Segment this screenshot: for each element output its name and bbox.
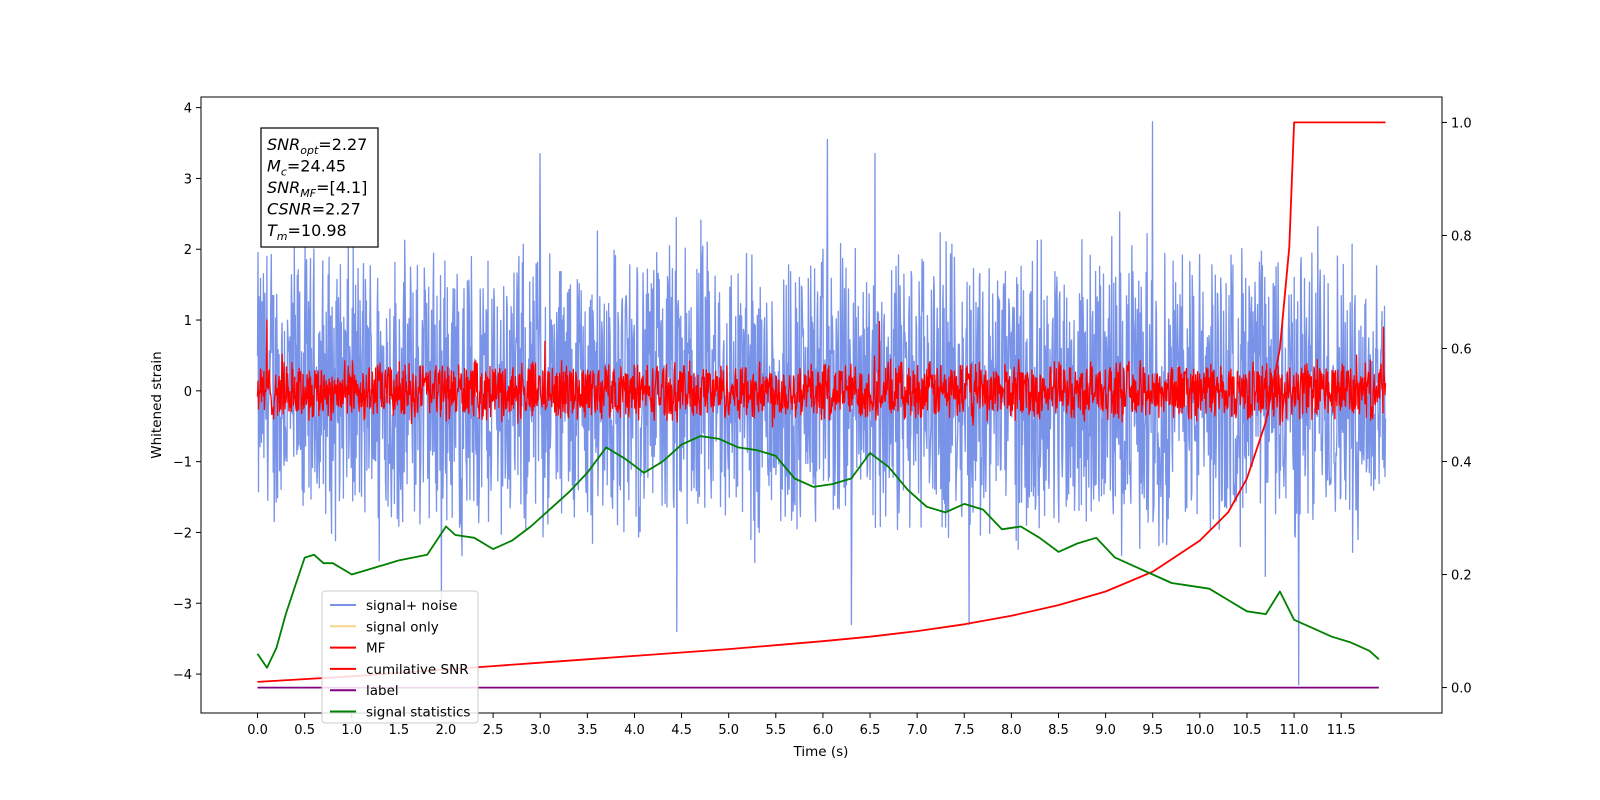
y-right-tick-label: 1.0 (1451, 116, 1472, 131)
y-axis-title: Whitened strain (149, 351, 165, 458)
x-axis: 0.0 0.5 1.0 1.5 2.0 2.5 3.0 3.5 4.0 4.5 5.0 5.5 6.0 6… (247, 713, 1356, 738)
series-mf (256, 319, 1387, 428)
annotation-subscript: c (281, 166, 287, 179)
x-tick-label: 4.5 (671, 723, 692, 738)
legend-label: label (366, 683, 399, 699)
annotation-subscript: opt (300, 144, 319, 157)
x-tick-label: 2.5 (483, 723, 504, 738)
y-right-tick-label: 0.2 (1451, 569, 1472, 584)
x-tick-label: 5.5 (765, 723, 786, 738)
y-left-tick-label: 4 (184, 102, 192, 117)
x-tick-label: 3.5 (577, 723, 598, 738)
x-tick-label: 0.0 (247, 723, 268, 738)
annotation-symbol: SNR (267, 135, 300, 154)
x-tick-label: 0.5 (294, 723, 315, 738)
annotation-symbol: CSNR (267, 200, 312, 219)
x-tick-label: 5.0 (718, 723, 739, 738)
x-tick-label: 9.0 (1095, 723, 1116, 738)
x-tick-label: 8.5 (1048, 723, 1069, 738)
annotation-value: =10.98 (288, 221, 347, 240)
x-tick-label: 2.0 (436, 723, 457, 738)
annotation-line: Mc=24.45 (267, 157, 346, 179)
x-tick-label: 3.0 (530, 723, 551, 738)
x-tick-label: 1.5 (389, 723, 410, 738)
y-left-tick-label: −3 (173, 597, 192, 612)
annotation-line: Tm=10.98 (267, 221, 347, 243)
legend-label: signal statistics (366, 705, 470, 721)
y-axis-right: 1.0 0.8 0.6 0.4 0.2 0.0 (1442, 116, 1472, 697)
annotation-line: SNRMF=[4.1] (267, 178, 367, 200)
x-tick-label: 9.5 (1142, 723, 1163, 738)
legend-label: signal only (366, 619, 439, 635)
y-left-tick-label: −4 (173, 668, 192, 683)
x-tick-label: 11.0 (1280, 723, 1309, 738)
annotation-subscript: MF (300, 187, 316, 200)
x-tick-label: 11.5 (1327, 723, 1356, 738)
y-right-tick-label: 0.8 (1451, 229, 1472, 244)
x-tick-label: 6.5 (860, 723, 881, 738)
y-left-tick-label: −1 (173, 456, 192, 471)
annotation-value: =[4.1] (316, 178, 367, 197)
plot-frame (200, 96, 1443, 714)
annotation-line: SNRopt=2.27 (267, 135, 367, 157)
y-right-tick-label: 0.0 (1451, 682, 1472, 697)
x-tick-label: 8.0 (1001, 723, 1022, 738)
annotation-subscript: m (277, 230, 288, 243)
x-axis-title: Time (s) (793, 744, 849, 760)
annotation-frame (260, 127, 379, 248)
x-tick-label: 7.5 (954, 723, 975, 738)
y-left-tick-label: 0 (184, 385, 192, 400)
legend-label: MF (366, 641, 385, 657)
y-left-tick-label: 2 (184, 243, 192, 258)
x-tick-label: 10.5 (1232, 723, 1261, 738)
x-tick-label: 4.0 (624, 723, 645, 738)
x-tick-label: 1.0 (341, 723, 362, 738)
legend-frame (321, 590, 479, 724)
annotation-value: =2.27 (312, 200, 361, 219)
series-signal-noise (256, 121, 1387, 686)
series-signal-statistics (256, 435, 1380, 669)
annotation-line: CSNR=2.27 (267, 200, 361, 219)
annotation-value: =24.45 (287, 157, 346, 176)
y-right-tick-label: 0.6 (1451, 342, 1472, 357)
annotation-symbol: SNR (267, 178, 300, 197)
x-tick-label: 10.0 (1185, 723, 1214, 738)
annotation-box: SNRopt=2.27Mc=24.45SNRMF=[4.1]CSNR=2.27T… (260, 127, 379, 248)
y-right-tick-label: 0.4 (1451, 456, 1472, 471)
y-left-tick-label: 1 (184, 314, 192, 329)
x-tick-label: 7.0 (907, 723, 928, 738)
legend-label: signal+ noise (366, 598, 457, 614)
x-tick-label: 6.0 (813, 723, 834, 738)
annotation-symbol: M (267, 157, 281, 176)
annotation-symbol: T (267, 221, 278, 240)
y-axis-left: 4 3 2 1 0 −1 −2 −3 −4 (173, 102, 201, 683)
annotation-value: =2.27 (318, 135, 367, 154)
legend-label: cumilative SNR (366, 662, 469, 678)
y-left-tick-label: 3 (184, 172, 192, 187)
legend: signal+ noise signal only MF cumilative SNR… (321, 590, 479, 724)
y-left-tick-label: −2 (173, 526, 192, 541)
